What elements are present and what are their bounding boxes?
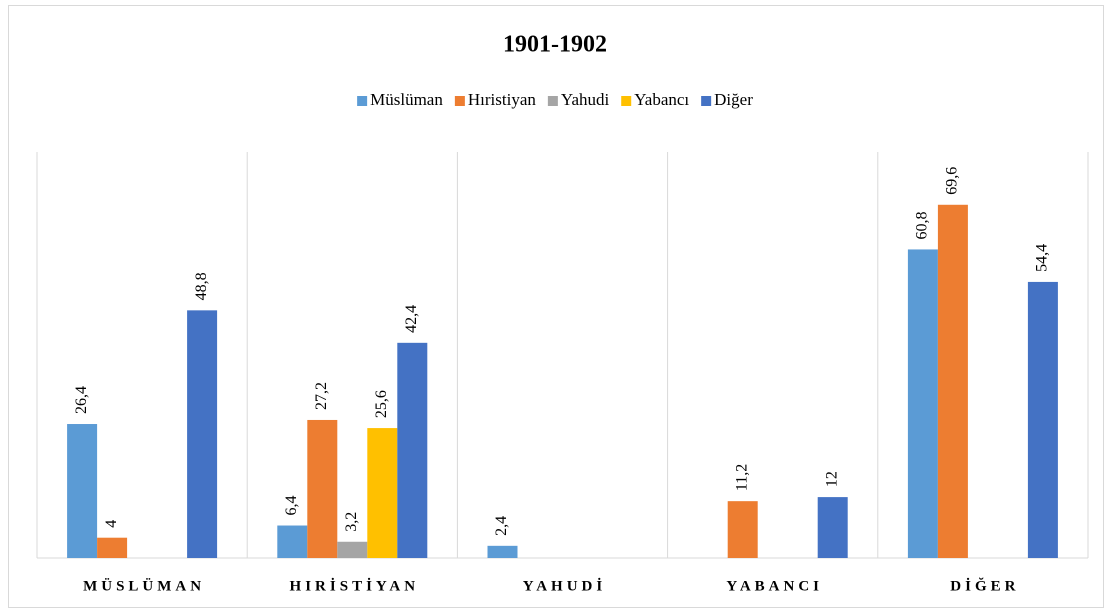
bar bbox=[367, 428, 398, 558]
data-label: 3,2 bbox=[343, 512, 360, 532]
bar bbox=[187, 310, 218, 558]
bar bbox=[97, 537, 128, 558]
legend-swatch bbox=[701, 96, 712, 106]
legend-label: Diğer bbox=[714, 90, 753, 109]
bar bbox=[937, 204, 968, 558]
bar bbox=[817, 497, 848, 558]
legend-swatch bbox=[454, 96, 465, 106]
x-tick-label: YABANCI bbox=[726, 578, 823, 594]
bar bbox=[67, 424, 98, 558]
data-label: 48,8 bbox=[193, 272, 210, 300]
data-label: 42,4 bbox=[403, 305, 420, 333]
legend-swatch bbox=[621, 96, 632, 106]
data-label: 54,4 bbox=[1034, 244, 1051, 272]
chart-title: 1901-1902 bbox=[503, 32, 607, 58]
bar bbox=[727, 501, 758, 558]
legend-swatch bbox=[547, 96, 558, 106]
bar bbox=[487, 545, 518, 558]
bar bbox=[277, 525, 308, 558]
legend-label: Yahudi bbox=[561, 90, 610, 109]
data-label: 60,8 bbox=[914, 211, 931, 239]
legend-label: Müslüman bbox=[370, 90, 443, 109]
data-label: 11,2 bbox=[733, 464, 750, 491]
data-label: 26,4 bbox=[73, 386, 90, 414]
x-tick-label: HIRİSTİYAN bbox=[290, 577, 419, 594]
legend-swatch bbox=[357, 96, 368, 106]
data-label: 27,2 bbox=[313, 382, 330, 410]
legend: Müslüman Hıristiyan Yahudi Yabancı Diğer bbox=[357, 90, 753, 109]
data-label: 6,4 bbox=[283, 496, 300, 516]
bar bbox=[397, 342, 428, 558]
data-label: 25,6 bbox=[373, 390, 390, 418]
bar bbox=[907, 249, 938, 558]
x-tick-label: YAHUDİ bbox=[523, 577, 606, 594]
bar bbox=[337, 541, 368, 558]
data-label: 4 bbox=[103, 520, 120, 528]
x-tick-label: DİĞER bbox=[950, 577, 1019, 594]
x-tick-label: MÜSLÜMAN bbox=[83, 577, 205, 594]
bar bbox=[307, 419, 338, 558]
bar bbox=[1027, 281, 1058, 558]
data-label: 12 bbox=[823, 471, 840, 487]
legend-label: Hıristiyan bbox=[468, 90, 536, 109]
data-label: 2,4 bbox=[493, 516, 510, 536]
data-label: 69,6 bbox=[944, 167, 961, 195]
legend-label: Yabancı bbox=[634, 90, 689, 109]
